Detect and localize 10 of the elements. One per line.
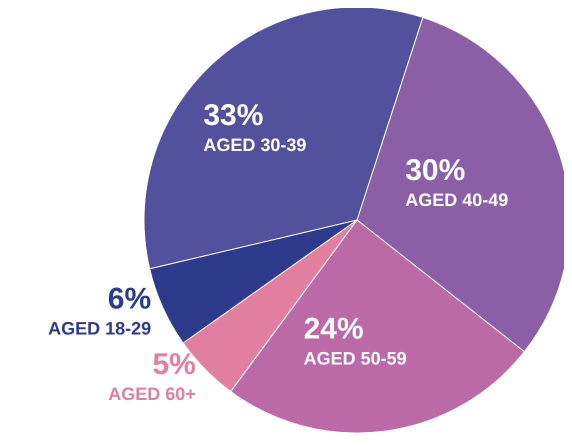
data-label: 6% [108,282,152,316]
slice-label: AGED 60+ [108,384,196,404]
slice-label: AGED 30-39 [203,135,306,156]
data-label: 24% [304,312,364,346]
data-label: 5% [152,348,196,382]
data-label: 33% [203,99,264,132]
slice-label: AGED 50-59 [304,348,407,368]
data-label: 30% [405,154,466,188]
slice-label: AGED 40-49 [405,190,508,210]
slice-label: AGED 18-29 [48,318,152,339]
